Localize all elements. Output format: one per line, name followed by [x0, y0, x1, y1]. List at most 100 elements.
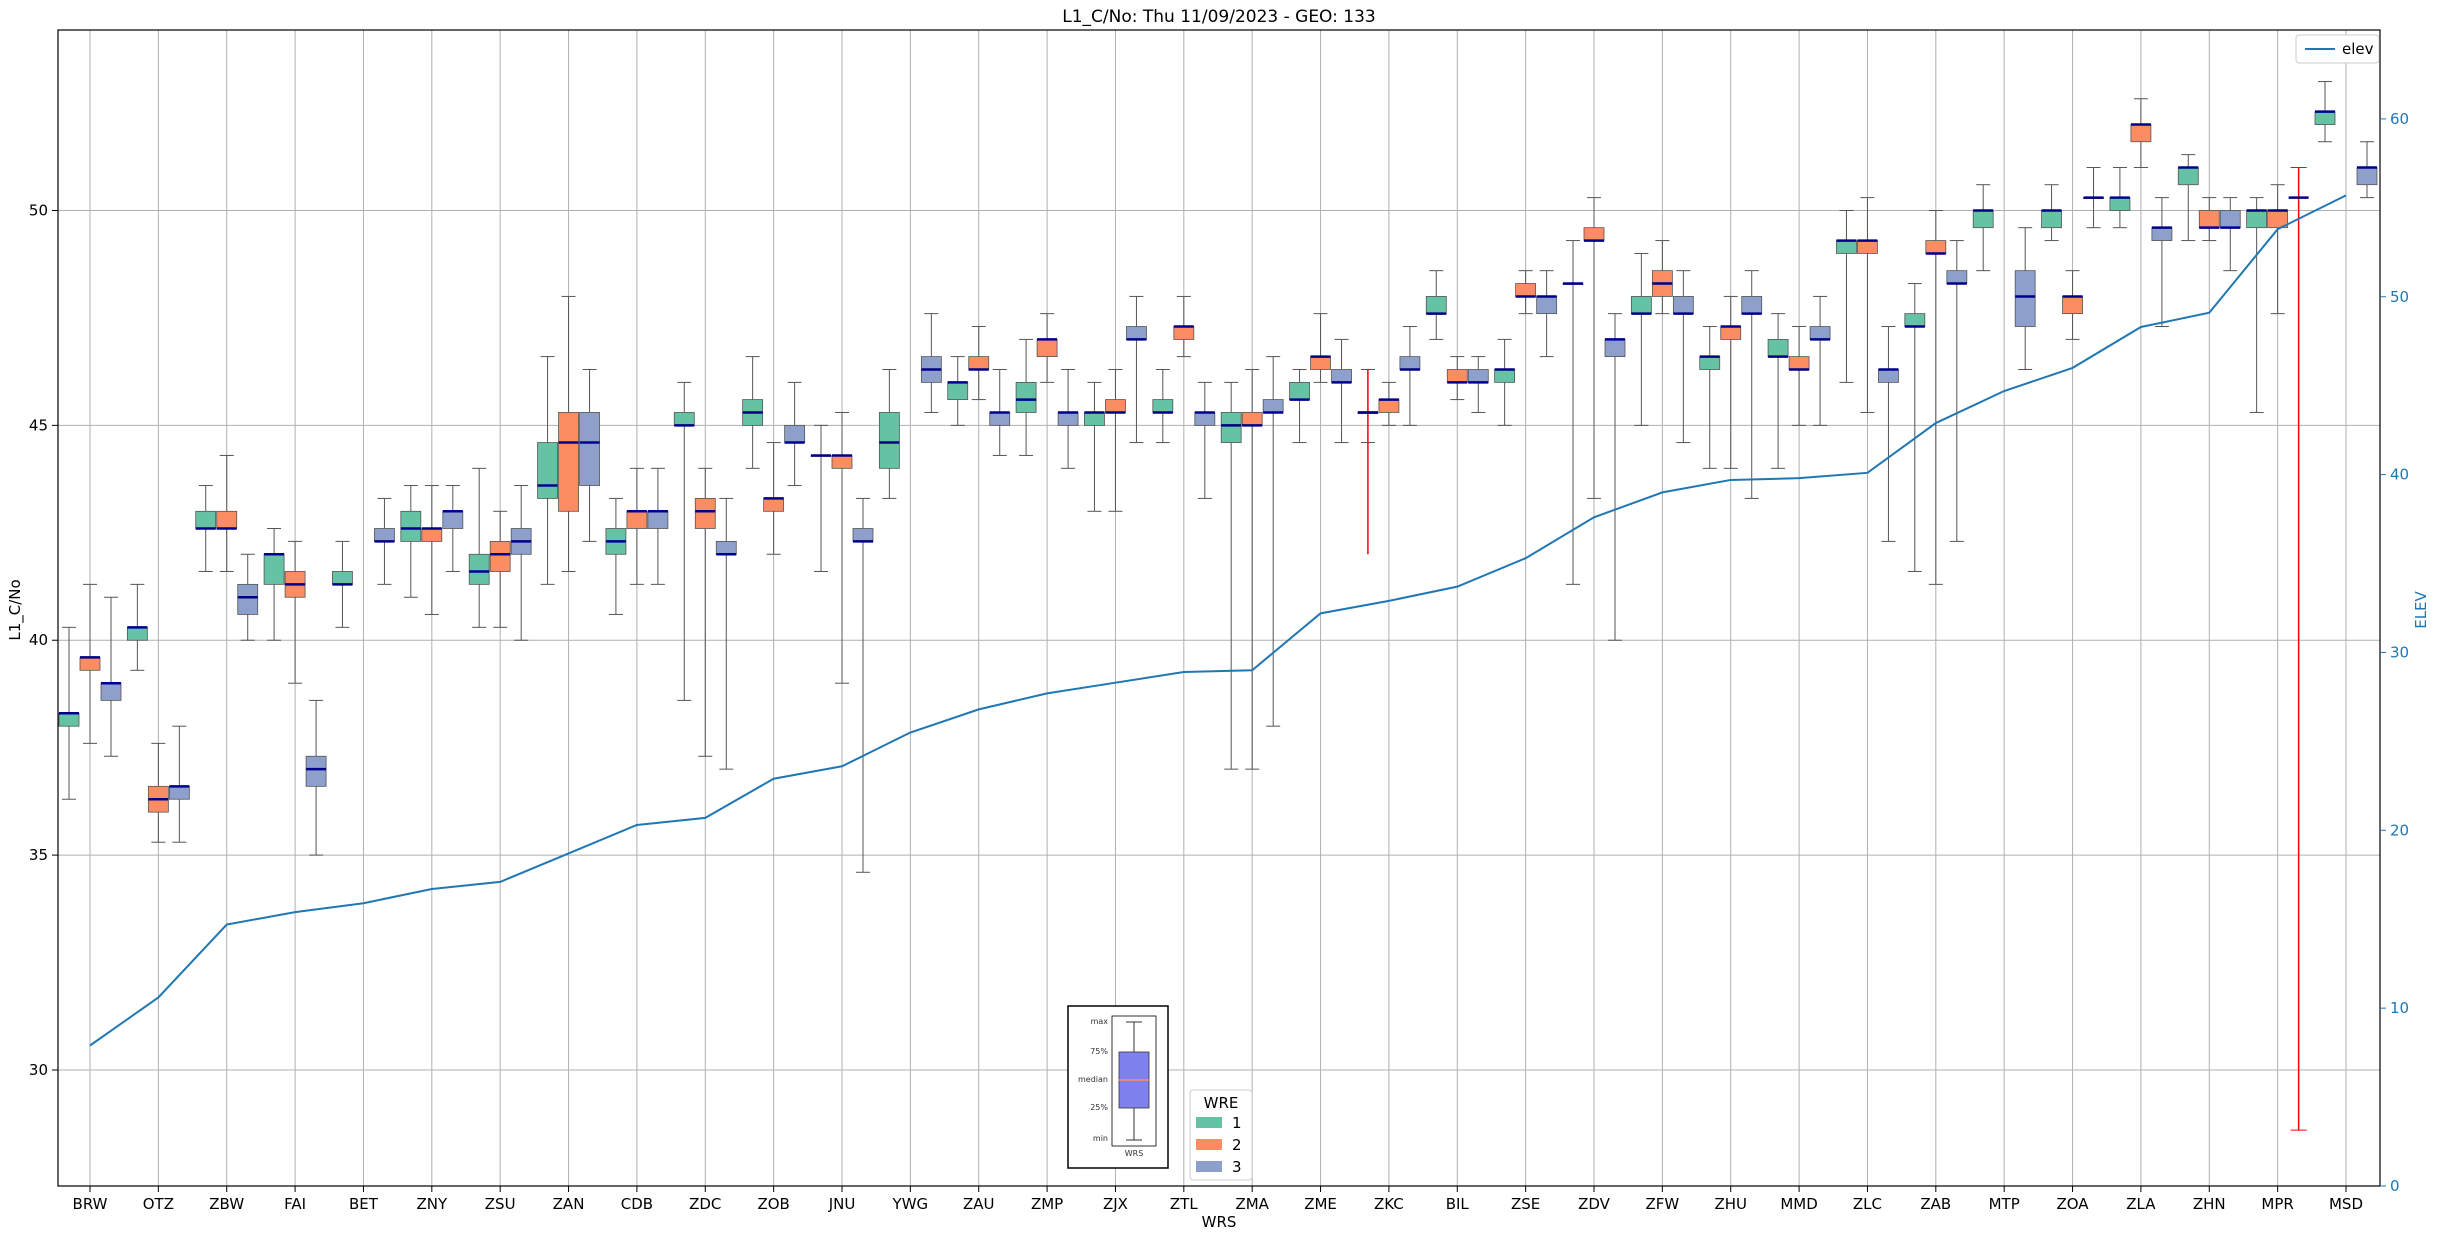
elev-legend-frame: [2295, 34, 2380, 64]
box-body: [1173, 326, 1195, 340]
box-marks: [58, 81, 2378, 1131]
box-body: [1241, 412, 1263, 426]
box-body: [237, 583, 259, 615]
box-body: [421, 528, 443, 542]
box-body: [1057, 412, 1079, 426]
box-body: [1699, 356, 1721, 370]
inset-label: median: [1078, 1075, 1108, 1084]
box-body: [1904, 313, 1926, 327]
box-body: [2198, 210, 2220, 229]
box-body: [305, 755, 327, 787]
box-body: [1857, 240, 1878, 254]
box-body: [1583, 227, 1605, 241]
x-tick-label: ZHU: [1714, 1195, 1747, 1213]
x-tick-label: ZAN: [553, 1195, 585, 1213]
inset-inner-frame: [1111, 1015, 1157, 1147]
box-body: [2130, 124, 2152, 143]
box-body: [263, 553, 285, 585]
box-body: [1425, 296, 1447, 315]
axes: BRW OTZ ZBW FAI BET ZNY ZSU ZAN CDB ZDC ZOB JNU YWG Z…: [29, 110, 2409, 1213]
plot-frame: [57, 29, 2381, 1187]
box-body: [647, 510, 669, 529]
x-tick-label: ZAU: [963, 1195, 995, 1213]
box-body: [1878, 369, 1899, 383]
box-body: [784, 424, 806, 443]
right-tick-label: 20: [2390, 821, 2409, 839]
wre-legend-title: WRE: [1204, 1094, 1239, 1112]
box-body: [1630, 296, 1652, 315]
box-body: [1494, 369, 1516, 383]
x-tick-label: OTZ: [143, 1195, 174, 1213]
x-tick-label: ZKC: [1374, 1195, 1404, 1213]
inset-label: 25%: [1090, 1103, 1108, 1112]
box-body: [1836, 240, 1857, 254]
box-body: [468, 553, 490, 585]
box-body: [763, 498, 785, 512]
box-body: [878, 412, 900, 469]
right-tick-label: 40: [2390, 466, 2409, 484]
x-tick-label: MPR: [2261, 1195, 2293, 1213]
box-body: [442, 510, 464, 529]
box-body: [2041, 210, 2062, 229]
box-body: [831, 455, 853, 469]
x-tick-label: ZDV: [1578, 1195, 1611, 1213]
y-tick-label: 45: [29, 416, 48, 434]
box-body: [2062, 296, 2083, 315]
y-tick-label: 50: [29, 201, 48, 219]
box-body: [332, 571, 353, 585]
box-body: [2109, 197, 2131, 211]
box-body: [1925, 240, 1947, 254]
x-tick-label: ZMA: [1235, 1195, 1269, 1213]
right-tick-label: 0: [2390, 1177, 2400, 1195]
elev-legend: elev: [2295, 34, 2380, 64]
x-tick-label: BET: [349, 1195, 379, 1213]
y-axis-label: L1_C/No: [6, 579, 25, 640]
x-tick-label: FAI: [284, 1195, 306, 1213]
wre-legend-frame: [1189, 1089, 1253, 1181]
chart-title: L1_C/No: Thu 11/09/2023 - GEO: 133: [1062, 7, 1375, 27]
x-axis-label: WRS: [1202, 1213, 1237, 1231]
y-tick-label: 40: [29, 631, 48, 649]
box-body: [2356, 167, 2378, 186]
box-body: [2151, 227, 2173, 241]
box-body: [1536, 296, 1558, 315]
wre-legend-label: 3: [1232, 1158, 1242, 1176]
box-body: [1310, 356, 1331, 370]
x-tick-label: ZOA: [2056, 1195, 2089, 1213]
wre-legend-label: 2: [1232, 1136, 1242, 1154]
box-body: [79, 657, 101, 671]
box-body: [2314, 111, 2336, 125]
box-body: [694, 498, 716, 529]
box-body: [1015, 381, 1037, 413]
box-body: [1036, 339, 1058, 358]
grid-lines: [58, 30, 2380, 1186]
box-body: [579, 412, 600, 486]
inset-frame: [1067, 1005, 1169, 1169]
box-body: [968, 356, 990, 370]
box-body: [558, 412, 579, 512]
box-body: [1194, 412, 1216, 426]
x-tick-label: JNU: [828, 1195, 856, 1213]
x-tick-label: BIL: [1446, 1195, 1470, 1213]
y-tick-label: 30: [29, 1061, 48, 1079]
box-body: [400, 510, 422, 542]
x-tick-label: ZOB: [757, 1195, 789, 1213]
right-tick-label: 60: [2390, 110, 2409, 128]
x-tick-label: ZME: [1304, 1195, 1337, 1213]
x-tick-label: YWG: [892, 1195, 929, 1213]
box-body: [2246, 210, 2268, 229]
box-body: [1289, 381, 1310, 400]
box-body: [168, 785, 190, 800]
box-body: [1515, 283, 1537, 297]
x-tick-label: ZHN: [2193, 1195, 2226, 1213]
x-tick-label: ZSE: [1511, 1195, 1540, 1213]
box-body: [1084, 412, 1105, 426]
x-tick-label: BRW: [73, 1195, 108, 1213]
box-body: [626, 510, 648, 529]
x-tick-label: MSD: [2329, 1195, 2363, 1213]
box-legend-inset: max 75% median 25% min WRS: [1067, 1005, 1169, 1169]
wre-legend-swatch: [1196, 1161, 1222, 1172]
box-body: [126, 626, 148, 641]
box-body: [1809, 326, 1831, 340]
